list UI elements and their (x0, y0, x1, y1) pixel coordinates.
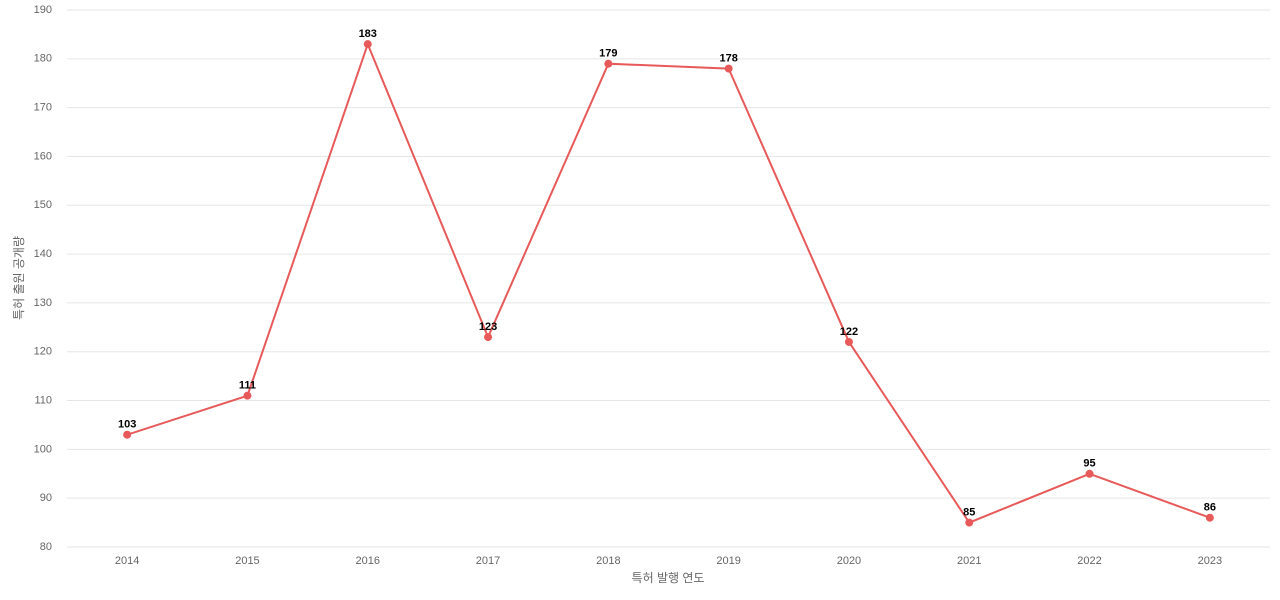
x-axis-label: 특허 발행 연도 (632, 570, 705, 585)
point (1085, 469, 1094, 478)
point (965, 518, 974, 527)
value-label: 178 (719, 52, 737, 64)
value-label: 103 (118, 419, 136, 431)
y-tick-label: 150 (34, 199, 52, 211)
y-tick-label: 120 (34, 346, 52, 358)
x-tick-label: 2016 (356, 555, 380, 567)
y-tick-label: 170 (34, 102, 52, 114)
y-tick-label: 110 (34, 394, 52, 406)
value-label: 183 (359, 28, 377, 40)
value-label: 122 (840, 326, 858, 338)
x-tick-label: 2021 (957, 555, 981, 567)
value-label: 95 (1083, 458, 1095, 470)
value-label: 86 (1204, 502, 1216, 514)
x-tick-label: 2014 (115, 555, 139, 567)
y-tick-label: 130 (34, 297, 52, 309)
value-label: 123 (479, 321, 497, 333)
y-axis-label: 특허 출원 공개량 (12, 236, 26, 320)
value-label: 85 (963, 506, 975, 518)
x-tick-label: 2019 (716, 555, 740, 567)
value-label: 111 (239, 380, 256, 392)
x-tick-label: 2017 (476, 555, 500, 567)
point (604, 59, 613, 68)
point (363, 40, 372, 49)
x-tick-label: 2023 (1198, 555, 1222, 567)
line (126, 41, 1211, 524)
x-tick-label: 2018 (596, 555, 620, 567)
x-tick-label: 2022 (1077, 555, 1101, 567)
point (484, 333, 493, 342)
y-tick-label: 90 (40, 492, 52, 504)
y-tick-label: 190 (34, 4, 52, 16)
y-tick-label: 180 (34, 53, 52, 65)
y-tick-label: 100 (34, 443, 52, 455)
y-tick-label: 140 (34, 248, 52, 260)
y-tick-label: 80 (40, 541, 52, 553)
x-tick-label: 2015 (235, 555, 259, 567)
point (844, 337, 853, 346)
x-tick-label: 2020 (837, 555, 861, 567)
point (243, 391, 252, 400)
y-tick-label: 160 (34, 150, 52, 162)
point (1205, 513, 1214, 522)
value-label: 179 (599, 48, 617, 60)
point (724, 64, 733, 73)
point (123, 430, 132, 439)
